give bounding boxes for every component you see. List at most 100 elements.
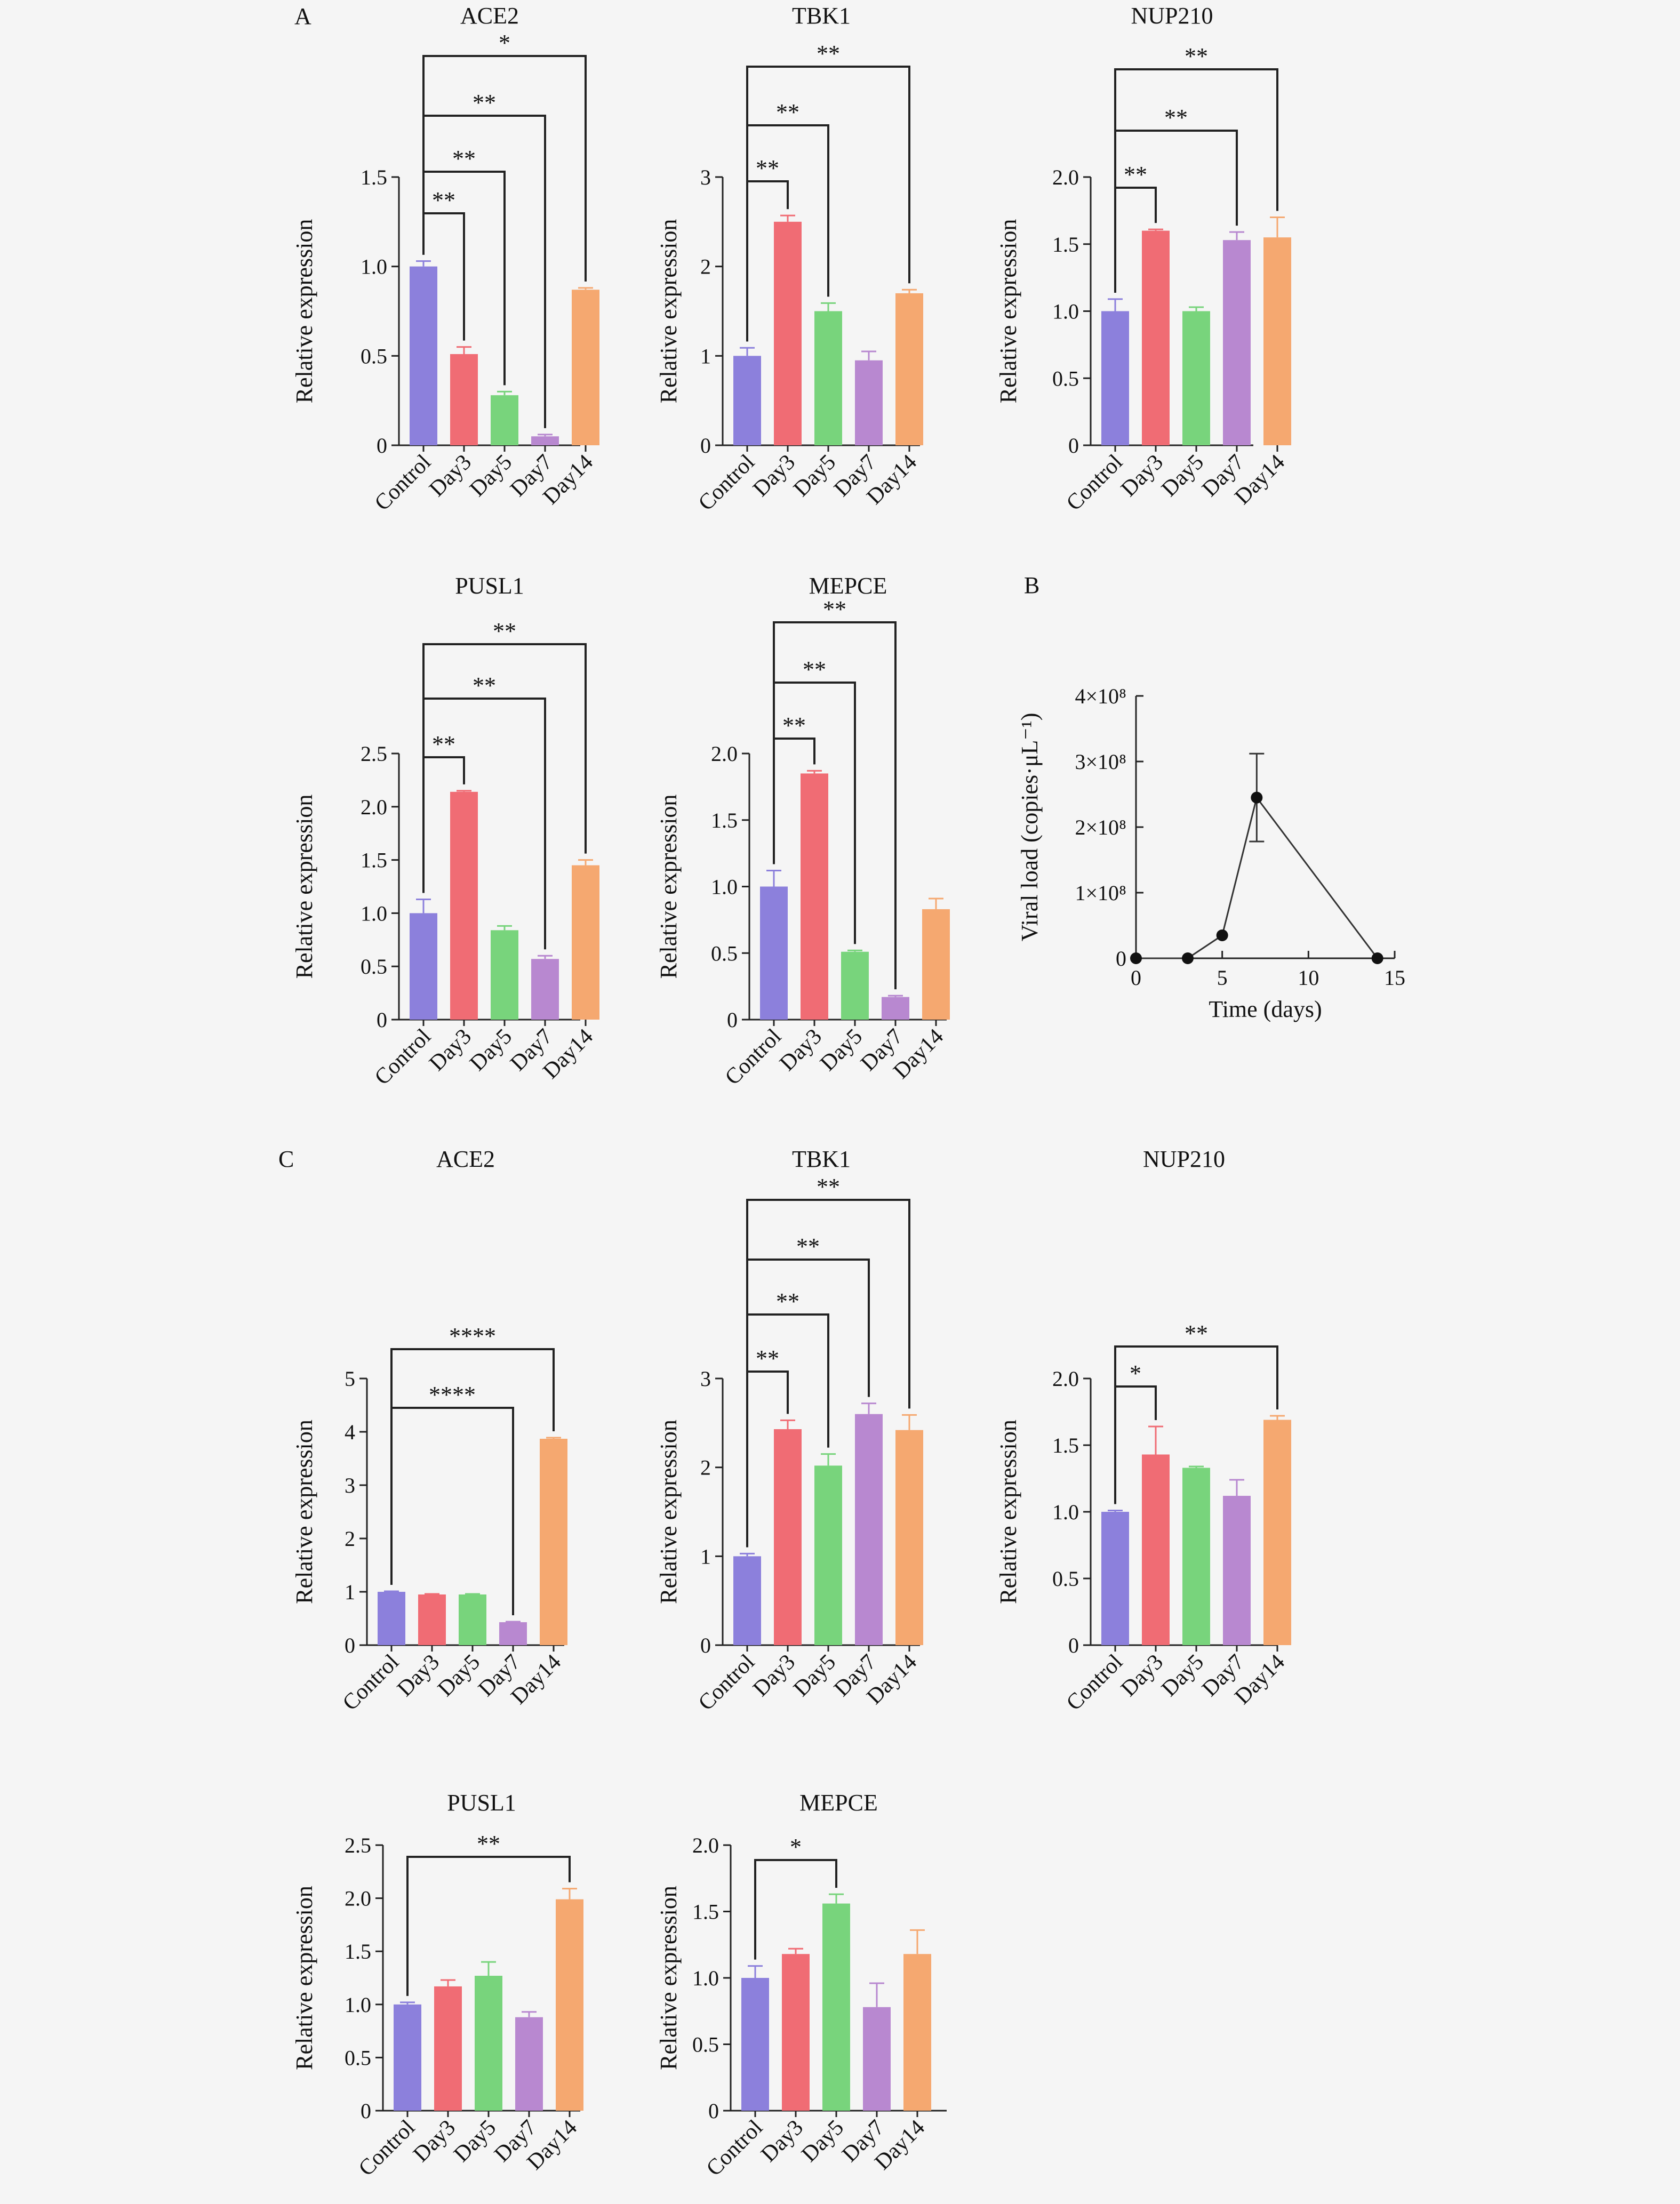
chart-title: PUSL1: [447, 1790, 516, 1816]
bar-day5: [475, 1976, 502, 2111]
y-axis-title: Relative expression: [655, 219, 682, 404]
y-tick-label: 4×10⁸: [1075, 684, 1126, 708]
y-tick-label: 1: [700, 344, 711, 368]
bar-day3: [801, 773, 828, 1020]
bar-day14: [895, 1430, 923, 1645]
bar-day14: [922, 909, 950, 1020]
y-tick-label: 2.0: [711, 742, 738, 766]
significance-label: **: [493, 618, 516, 644]
y-tick-label: 0: [1068, 434, 1079, 458]
x-tick-label: 10: [1298, 966, 1319, 990]
bar-day3: [774, 221, 802, 445]
chart-b-viral: 0 1×10⁸ 2×10⁸ 3×10⁸ 4×10⁸ 0 5 10 15 Time (days) Vi…: [1017, 684, 1405, 1022]
significance-label: **: [776, 99, 799, 125]
significance-label: **: [782, 712, 806, 739]
y-tick-label: 2.0: [345, 1887, 371, 1911]
y-axis-title: Relative expression: [655, 795, 682, 979]
y-tick-label: 2: [345, 1527, 355, 1551]
y-tick-label: 0.5: [345, 2046, 371, 2070]
significance-label: **: [756, 1345, 779, 1372]
y-tick-label: 1: [345, 1580, 355, 1604]
y-tick-label: 3: [345, 1473, 355, 1497]
y-tick-label: 0: [361, 2099, 371, 2123]
bar-control: [394, 2004, 421, 2111]
significance-label: *: [1130, 1360, 1141, 1386]
significance-bracket: [422, 643, 587, 893]
chart-title: ACE2: [460, 3, 519, 29]
bar-control: [1101, 311, 1129, 445]
significance-label: **: [1164, 105, 1188, 131]
y-tick-label: 3: [700, 1367, 711, 1391]
y-axis-title: Relative expression: [655, 1420, 682, 1604]
significance-label: *: [790, 1834, 802, 1860]
y-tick-label: 2: [700, 255, 711, 279]
y-axis-title: Relative expression: [291, 219, 317, 404]
significance-label: **: [803, 656, 826, 683]
data-point: [1251, 791, 1263, 804]
significance-bracket: [773, 621, 897, 990]
y-tick-label: 2.0: [1052, 165, 1079, 189]
chart-title: ACE2: [436, 1146, 495, 1172]
bar-day3: [774, 1429, 802, 1645]
y-tick-label: 1.0: [1052, 300, 1079, 324]
significance-bracket: [754, 1859, 837, 1960]
bar-day7: [855, 1414, 883, 1645]
panel-label-a: A: [294, 3, 311, 29]
significance-label: **: [432, 187, 455, 213]
bar-day7: [1223, 240, 1251, 445]
y-tick-label: 5: [345, 1367, 355, 1391]
significance-label: **: [823, 596, 846, 622]
bar-day3: [434, 1986, 462, 2111]
bar-day14: [540, 1439, 567, 1645]
chart-title: MEPCE: [799, 1790, 878, 1816]
y-tick-label: 1.5: [1052, 233, 1079, 257]
bar-day7: [863, 2007, 891, 2111]
y-tick-label: 0: [377, 434, 387, 458]
y-tick-label: 4: [345, 1420, 355, 1444]
y-tick-label: 2.5: [361, 742, 387, 766]
bar-day3: [418, 1594, 446, 1645]
data-point: [1371, 952, 1383, 964]
chart-a-pusl1: PUSL1 0 0.5 1.0 1.5 2.0 2.5 Relative expression…: [291, 573, 599, 1090]
bar-day5: [491, 395, 518, 445]
bar-day3: [782, 1954, 810, 2111]
chart-title: TBK1: [792, 3, 851, 29]
y-tick-label: 2×10⁸: [1075, 815, 1126, 839]
significance-label: **: [817, 1174, 840, 1200]
bar-day5: [841, 951, 869, 1020]
y-tick-label: 0: [1116, 947, 1126, 971]
y-axis-title: Viral load (copies·μL⁻¹): [1017, 713, 1043, 942]
y-axis-title: Relative expression: [291, 1886, 317, 2070]
y-axis-title: Relative expression: [291, 795, 317, 979]
significance-bracket: [406, 1856, 571, 1996]
bar-day5: [814, 311, 842, 445]
y-tick-label: 1.5: [711, 808, 738, 832]
panel-label-b: B: [1024, 572, 1039, 598]
bar-day7: [1223, 1496, 1251, 1645]
y-tick-label: 1.0: [361, 901, 387, 925]
data-point: [1216, 929, 1228, 941]
bar-control: [741, 1978, 769, 2111]
x-axis-title: Time (days): [1209, 996, 1322, 1022]
y-axis-title: Relative expression: [995, 1420, 1021, 1604]
bar-day5: [1182, 1468, 1210, 1645]
chart-title: PUSL1: [455, 573, 524, 599]
bar-day7: [531, 959, 559, 1020]
bar-day14: [572, 865, 599, 1020]
significance-label: **: [776, 1288, 799, 1315]
y-tick-label: 1.0: [711, 875, 738, 899]
y-tick-label: 1.5: [345, 1939, 371, 1963]
bar-day5: [822, 1903, 850, 2111]
significance-label: **: [1124, 162, 1147, 188]
y-tick-label: 0.5: [711, 941, 738, 965]
panel-label-c: C: [278, 1146, 294, 1172]
bar-control: [1101, 1512, 1129, 1645]
chart-title: NUP210: [1143, 1146, 1225, 1172]
significance-label: ****: [449, 1323, 496, 1349]
y-tick-label: 1.5: [361, 165, 387, 189]
significance-bracket: [1114, 68, 1278, 293]
significance-label: **: [1185, 1320, 1208, 1347]
significance-label: **: [452, 146, 476, 172]
